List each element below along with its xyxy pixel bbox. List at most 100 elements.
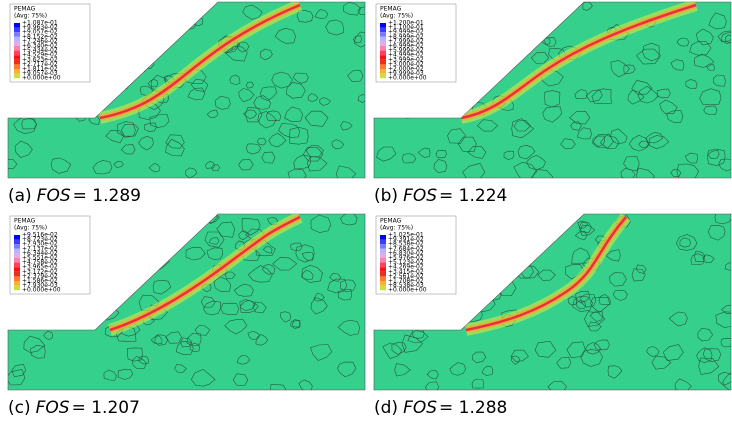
aggregate — [464, 301, 474, 310]
legend-title: PEMAG — [14, 218, 36, 225]
aggregate — [116, 20, 131, 32]
legend-swatch — [14, 60, 20, 65]
legend-swatch — [14, 74, 20, 79]
legend-swatch — [14, 240, 20, 245]
legend-swatch — [380, 253, 386, 258]
legend-swatch — [380, 249, 386, 254]
legend-swatch — [380, 60, 386, 65]
caption-value: = 1.288 — [439, 398, 507, 418]
legend-swatch — [14, 253, 20, 258]
legend-title: PEMAG — [14, 6, 36, 13]
aggregate — [20, 82, 34, 94]
legend-swatch — [380, 235, 386, 240]
aggregate — [517, 20, 537, 35]
aggregate — [470, 287, 482, 297]
aggregate — [480, 275, 500, 290]
legend-swatch — [14, 249, 20, 254]
aggregate — [542, 9, 553, 18]
aggregate — [473, 59, 488, 69]
aggregate — [134, 241, 156, 257]
legend-swatch — [14, 37, 20, 42]
aggregate — [484, 211, 506, 227]
caption: (c)FOS= 1.207 — [8, 398, 140, 418]
aggregate — [373, 303, 388, 315]
aggregate — [36, 301, 52, 316]
aggregate — [105, 283, 120, 292]
caption-label: (b) — [374, 186, 398, 206]
aggregate — [120, 225, 130, 234]
legend-swatch — [14, 258, 20, 263]
aggregate — [466, 246, 481, 257]
aggregate — [4, 100, 22, 117]
legend-swatch — [380, 51, 386, 56]
legend-label: +0.000e+00 — [22, 75, 61, 82]
legend-label: +0.000e+00 — [22, 287, 61, 294]
caption-label: (a) — [8, 186, 32, 206]
aggregate — [466, 253, 480, 264]
caption-value: = 1.289 — [73, 186, 141, 206]
figure: PEMAG(Avg: 75%)+1.087e-01+9.963e-02+9.05… — [0, 0, 732, 423]
panel: PEMAG(Avg: 75%)+1.087e-01+9.963e-02+9.05… — [3, 0, 369, 206]
panel: PEMAG(Avg: 75%)+9.516e-02+8.723e-02+7.93… — [5, 208, 365, 418]
aggregate — [472, 74, 493, 91]
caption-variable: FOS — [36, 398, 70, 418]
caption-label: (d) — [374, 398, 398, 418]
aggregate — [473, 52, 496, 67]
aggregate — [173, 0, 196, 14]
aggregate — [533, 237, 546, 250]
legend-swatch — [380, 69, 386, 74]
legend-swatch — [14, 64, 20, 69]
aggregate — [488, 235, 504, 246]
aggregate — [194, 1, 209, 12]
legend-swatch — [380, 267, 386, 272]
page: PEMAG(Avg: 75%)+1.087e-01+9.963e-02+9.05… — [0, 0, 732, 423]
caption-value: = 1.207 — [72, 398, 140, 418]
aggregate — [456, 0, 474, 11]
legend-swatch — [380, 64, 386, 69]
legend-title: PEMAG — [380, 6, 402, 13]
legend-swatch — [14, 55, 20, 60]
aggregate — [140, 222, 157, 233]
legend-swatch — [380, 272, 386, 277]
aggregate — [548, 10, 557, 17]
aggregate — [487, 283, 497, 291]
legend-subtitle: (Avg: 75%) — [14, 225, 47, 232]
legend-swatch — [380, 46, 386, 51]
legend-swatch — [380, 244, 386, 249]
panel: PEMAG(Avg: 75%)+1.025e-01+9.391e-02+8.53… — [370, 208, 732, 419]
aggregate — [396, 104, 417, 118]
aggregate — [538, 5, 555, 17]
aggregate — [128, 218, 144, 230]
legend-swatch — [14, 272, 20, 277]
legend-swatch — [14, 286, 20, 291]
legend-swatch — [380, 258, 386, 263]
aggregate — [79, 106, 99, 117]
legend-swatch — [14, 235, 20, 240]
legend-swatch — [380, 240, 386, 245]
legend-swatch — [14, 41, 20, 46]
aggregate — [66, 313, 84, 325]
legend-swatch — [380, 281, 386, 286]
legend-swatch — [14, 28, 20, 33]
legend-swatch — [380, 263, 386, 268]
aggregate — [469, 46, 490, 63]
caption-label: (c) — [8, 398, 31, 418]
legend-title: PEMAG — [380, 218, 402, 225]
legend-label: +0.000e+00 — [388, 287, 427, 294]
aggregate — [164, 211, 182, 225]
legend-swatch — [380, 55, 386, 60]
aggregate — [432, 309, 449, 322]
legend-swatch — [14, 23, 20, 28]
legend-swatch — [380, 32, 386, 37]
legend-swatch — [14, 32, 20, 37]
caption: (a)FOS= 1.289 — [8, 186, 141, 206]
aggregate — [53, 295, 66, 305]
legend-swatch — [14, 281, 20, 286]
legend-swatch — [380, 28, 386, 33]
aggregate — [165, 208, 182, 226]
aggregate — [106, 11, 120, 23]
aggregate — [392, 305, 412, 321]
aggregate — [480, 63, 495, 74]
legend-swatch — [380, 37, 386, 42]
aggregate — [84, 320, 97, 330]
